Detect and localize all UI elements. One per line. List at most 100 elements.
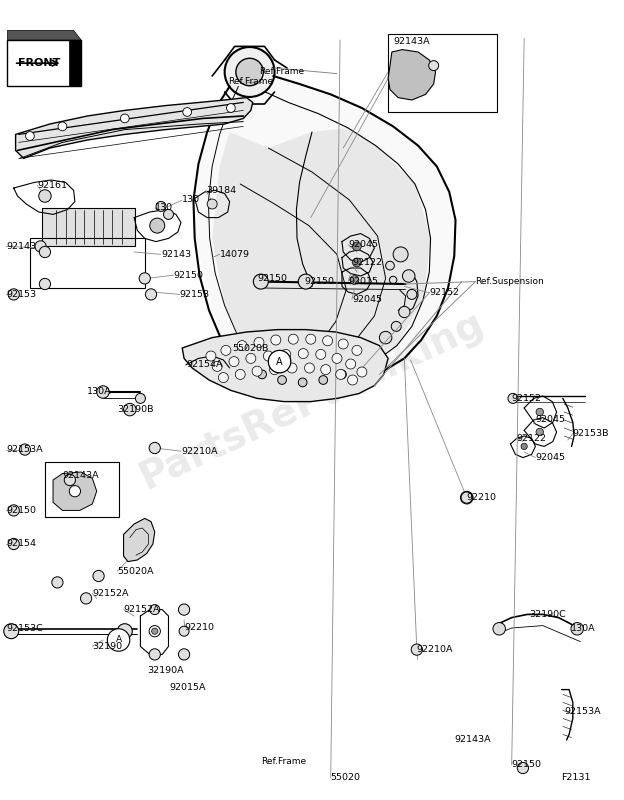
Text: 32190B: 32190B xyxy=(117,405,154,414)
Circle shape xyxy=(571,622,583,635)
Circle shape xyxy=(254,338,264,347)
Circle shape xyxy=(178,649,190,660)
Circle shape xyxy=(227,104,235,112)
Text: 92150: 92150 xyxy=(257,274,287,283)
Circle shape xyxy=(64,474,76,486)
Circle shape xyxy=(163,210,173,219)
Circle shape xyxy=(393,247,408,262)
Circle shape xyxy=(399,306,410,318)
Text: 92161: 92161 xyxy=(37,181,67,190)
Circle shape xyxy=(391,322,401,331)
Text: 92153A: 92153A xyxy=(565,707,602,717)
Circle shape xyxy=(236,58,263,86)
Circle shape xyxy=(353,258,361,266)
Circle shape xyxy=(298,378,307,386)
Text: 92015A: 92015A xyxy=(170,683,206,693)
Circle shape xyxy=(139,273,150,284)
Text: Ref.Frame: Ref.Frame xyxy=(259,67,304,77)
Text: PartsRePubliking: PartsRePubliking xyxy=(134,303,490,497)
Circle shape xyxy=(407,290,417,299)
Circle shape xyxy=(156,202,166,211)
Text: 92152: 92152 xyxy=(429,288,459,298)
Text: 130A: 130A xyxy=(87,387,112,397)
Circle shape xyxy=(316,350,326,359)
Bar xyxy=(30,238,145,288)
Circle shape xyxy=(536,408,544,416)
Text: 92143A: 92143A xyxy=(454,734,491,744)
Circle shape xyxy=(145,289,157,300)
Circle shape xyxy=(179,605,189,614)
Circle shape xyxy=(338,370,346,378)
Circle shape xyxy=(97,386,109,398)
Text: 92154: 92154 xyxy=(6,539,36,549)
Polygon shape xyxy=(388,50,436,100)
Circle shape xyxy=(39,278,51,290)
Polygon shape xyxy=(7,30,81,40)
Text: Ref.Frame: Ref.Frame xyxy=(228,77,273,86)
Text: FRONT: FRONT xyxy=(17,58,60,68)
Text: 32190C: 32190C xyxy=(529,610,566,619)
Circle shape xyxy=(357,367,367,377)
Bar xyxy=(42,208,135,246)
Circle shape xyxy=(35,241,46,252)
Circle shape xyxy=(348,375,358,385)
Circle shape xyxy=(80,593,92,604)
Circle shape xyxy=(229,357,239,366)
Circle shape xyxy=(178,604,190,615)
Text: 130: 130 xyxy=(182,195,200,205)
Circle shape xyxy=(287,363,297,373)
Circle shape xyxy=(321,365,331,374)
Circle shape xyxy=(336,370,346,379)
Text: 92152A: 92152A xyxy=(92,589,129,598)
Circle shape xyxy=(212,362,222,371)
Circle shape xyxy=(207,199,217,209)
Text: 55020B: 55020B xyxy=(232,344,268,354)
Circle shape xyxy=(517,762,529,774)
Circle shape xyxy=(332,354,342,363)
Text: 92045: 92045 xyxy=(535,453,565,462)
Circle shape xyxy=(149,649,160,660)
Polygon shape xyxy=(69,40,81,86)
Circle shape xyxy=(150,605,160,614)
Circle shape xyxy=(508,394,518,403)
Text: F2131: F2131 xyxy=(562,773,591,782)
Text: 92210A: 92210A xyxy=(181,446,217,456)
Circle shape xyxy=(521,443,527,450)
Text: 39184: 39184 xyxy=(206,186,236,195)
Circle shape xyxy=(281,350,291,359)
Circle shape xyxy=(120,114,129,122)
Text: 92143A: 92143A xyxy=(62,470,99,480)
Text: Ref.Suspension: Ref.Suspension xyxy=(475,277,544,286)
Circle shape xyxy=(305,363,314,373)
Circle shape xyxy=(298,349,308,358)
Circle shape xyxy=(252,366,262,376)
Circle shape xyxy=(179,626,189,636)
Text: 92154A: 92154A xyxy=(186,360,222,370)
Circle shape xyxy=(149,442,160,454)
Text: 92045: 92045 xyxy=(348,240,378,250)
Circle shape xyxy=(323,336,333,346)
Text: 55020: 55020 xyxy=(331,773,361,782)
Circle shape xyxy=(278,376,286,384)
Text: 32190A: 32190A xyxy=(147,666,184,675)
Text: 92153B: 92153B xyxy=(573,429,609,438)
Text: 92045: 92045 xyxy=(352,294,382,304)
Text: 92153A: 92153A xyxy=(6,445,43,454)
Circle shape xyxy=(221,346,231,355)
Bar xyxy=(45,462,119,517)
Circle shape xyxy=(69,486,80,497)
Text: 92210A: 92210A xyxy=(417,645,453,654)
Circle shape xyxy=(135,394,145,403)
Text: 130: 130 xyxy=(155,203,173,213)
Circle shape xyxy=(319,376,328,384)
Circle shape xyxy=(536,428,544,436)
Polygon shape xyxy=(7,40,81,86)
Circle shape xyxy=(52,577,63,588)
Circle shape xyxy=(225,47,275,97)
Circle shape xyxy=(107,629,130,651)
Text: 130A: 130A xyxy=(571,624,595,634)
Polygon shape xyxy=(182,330,388,402)
Circle shape xyxy=(58,122,67,130)
Text: 92153: 92153 xyxy=(180,290,210,299)
Circle shape xyxy=(258,370,266,378)
